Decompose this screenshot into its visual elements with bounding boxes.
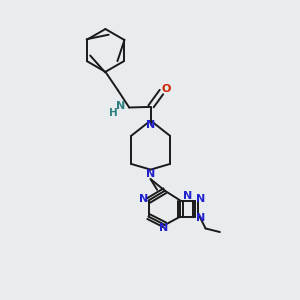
Text: N: N — [146, 120, 155, 130]
Text: N: N — [196, 194, 205, 204]
Text: N: N — [139, 194, 148, 204]
Text: O: O — [161, 84, 171, 94]
Text: N: N — [196, 213, 205, 223]
Text: H: H — [110, 108, 118, 118]
Text: N: N — [116, 101, 125, 111]
Text: N: N — [183, 191, 192, 201]
Text: N: N — [146, 169, 155, 179]
Text: N: N — [159, 224, 168, 233]
